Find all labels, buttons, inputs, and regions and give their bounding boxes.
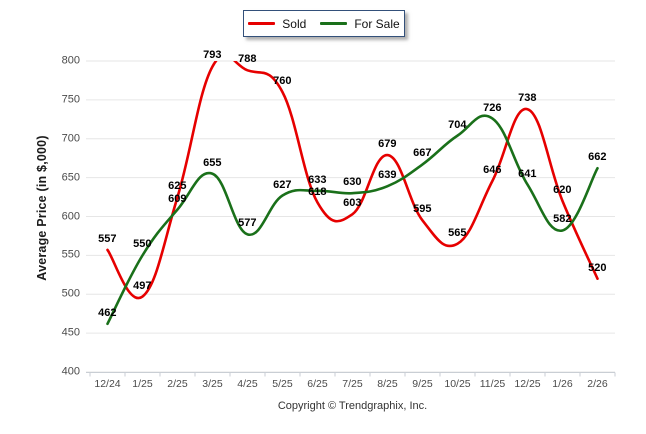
- x-tick-label: 2/26: [587, 378, 608, 390]
- data-label-sold: 497: [133, 279, 152, 292]
- copyright-text: Copyright © Trendgraphix, Inc.: [277, 400, 428, 412]
- y-tick-label: 500: [61, 287, 80, 300]
- data-label-sold: 603: [343, 197, 362, 210]
- data-label-sold: 625: [168, 180, 187, 193]
- data-label-for-sale: 609: [168, 192, 187, 205]
- data-label-for-sale: 627: [273, 178, 292, 191]
- series-line-sold: [106, 61, 599, 300]
- data-label-sold: 760: [273, 75, 292, 88]
- data-label-for-sale: 630: [343, 176, 362, 189]
- data-label-sold: 565: [448, 226, 467, 239]
- x-tick-label: 1/26: [552, 378, 573, 390]
- y-tick-label: 450: [61, 326, 80, 339]
- y-tick-label: 800: [61, 54, 80, 67]
- x-tick-label: 8/25: [377, 378, 398, 390]
- y-tick-label: 650: [61, 171, 80, 184]
- data-label-for-sale: 726: [483, 101, 502, 114]
- for-sale-line-swatch-icon: [320, 22, 348, 25]
- y-tick-label: 700: [61, 132, 80, 145]
- data-label-sold: 520: [588, 261, 607, 274]
- x-tick-label: 7/25: [342, 378, 363, 390]
- y-tick-label: 750: [61, 93, 80, 106]
- x-tick-label: 12/24: [94, 378, 121, 390]
- data-label-for-sale: 633: [308, 173, 327, 186]
- data-label-sold: 646: [483, 163, 502, 176]
- legend: Sold For Sale: [243, 10, 405, 37]
- data-label-sold: 595: [413, 203, 432, 216]
- x-tick-label: 6/25: [307, 378, 328, 390]
- data-label-for-sale: 667: [413, 147, 432, 160]
- x-tick-label: 1/25: [132, 378, 153, 390]
- legend-item-for-sale: For Sale: [320, 16, 400, 31]
- data-label-for-sale: 550: [133, 238, 152, 251]
- data-label-for-sale: 577: [238, 217, 257, 230]
- data-label-for-sale: 582: [553, 213, 572, 226]
- x-tick-label: 9/25: [412, 378, 433, 390]
- x-tick-label: 11/25: [479, 378, 506, 390]
- data-label-sold: 620: [553, 183, 572, 196]
- data-label-sold: 788: [238, 53, 257, 66]
- data-label-sold: 618: [308, 185, 327, 198]
- data-label-sold: 793: [203, 49, 222, 62]
- data-label-for-sale: 662: [588, 151, 607, 164]
- x-tick-label: 4/25: [237, 378, 258, 390]
- data-label-sold: 557: [98, 232, 117, 245]
- legend-label-for-sale: For Sale: [354, 16, 400, 31]
- y-tick-label: 400: [61, 365, 80, 378]
- data-label-for-sale: 655: [203, 156, 222, 169]
- x-tick-label: 10/25: [444, 378, 471, 390]
- legend-item-sold: Sold: [248, 18, 306, 30]
- y-tick-label: 600: [61, 210, 80, 222]
- x-tick-label: 12/25: [514, 378, 541, 390]
- sold-line-swatch-icon: [248, 22, 276, 25]
- series-line-for-sale: [106, 114, 599, 326]
- x-tick-label: 3/25: [202, 378, 223, 390]
- data-label-for-sale: 462: [98, 306, 117, 319]
- data-label-for-sale: 641: [518, 167, 537, 180]
- x-tick-label: 2/25: [167, 378, 188, 390]
- x-tick-label: 5/25: [272, 378, 293, 390]
- data-label-sold: 738: [518, 92, 537, 105]
- data-label-for-sale: 704: [448, 118, 467, 131]
- data-label-for-sale: 639: [378, 169, 397, 182]
- legend-label-sold: Sold: [282, 16, 307, 31]
- y-tick-label: 550: [61, 248, 80, 261]
- data-label-sold: 679: [378, 138, 397, 151]
